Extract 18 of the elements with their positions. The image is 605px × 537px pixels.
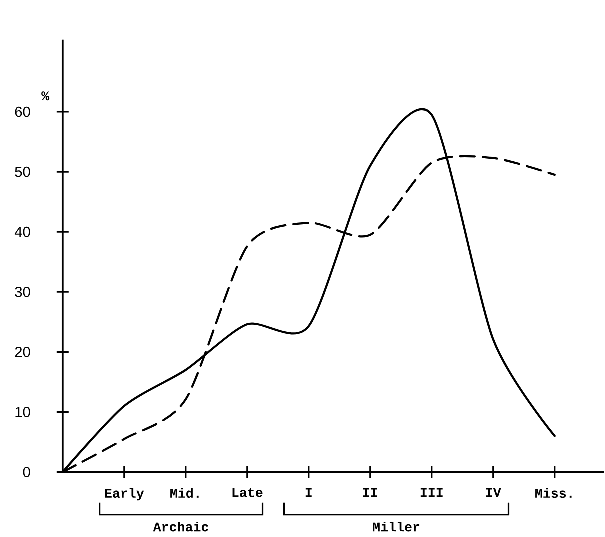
x-tick-label: Mid. [170,488,199,498]
y-tick-label: 10 [16,406,30,418]
y-tick-label: 30 [15,286,30,298]
x-tick-label: Late [232,488,263,498]
y-tick-label: 60 [15,106,30,118]
x-tick-label: Early [105,488,144,501]
x-tick-label: IV [486,488,502,497]
text: Archaic [153,522,208,532]
y-tick-label: 40 [14,226,30,238]
y-tick-label: 50 [15,166,30,178]
y-axis-title: % [42,92,50,101]
x-tick-label: II [363,488,378,497]
x-tick-label: III [420,488,443,497]
x-tick-label: Miss. [536,488,572,498]
y-tick-label: 0 [23,467,30,478]
x-tick-label: I [306,488,312,497]
text: Miller [373,522,420,532]
y-tick-label: 20 [15,346,30,358]
